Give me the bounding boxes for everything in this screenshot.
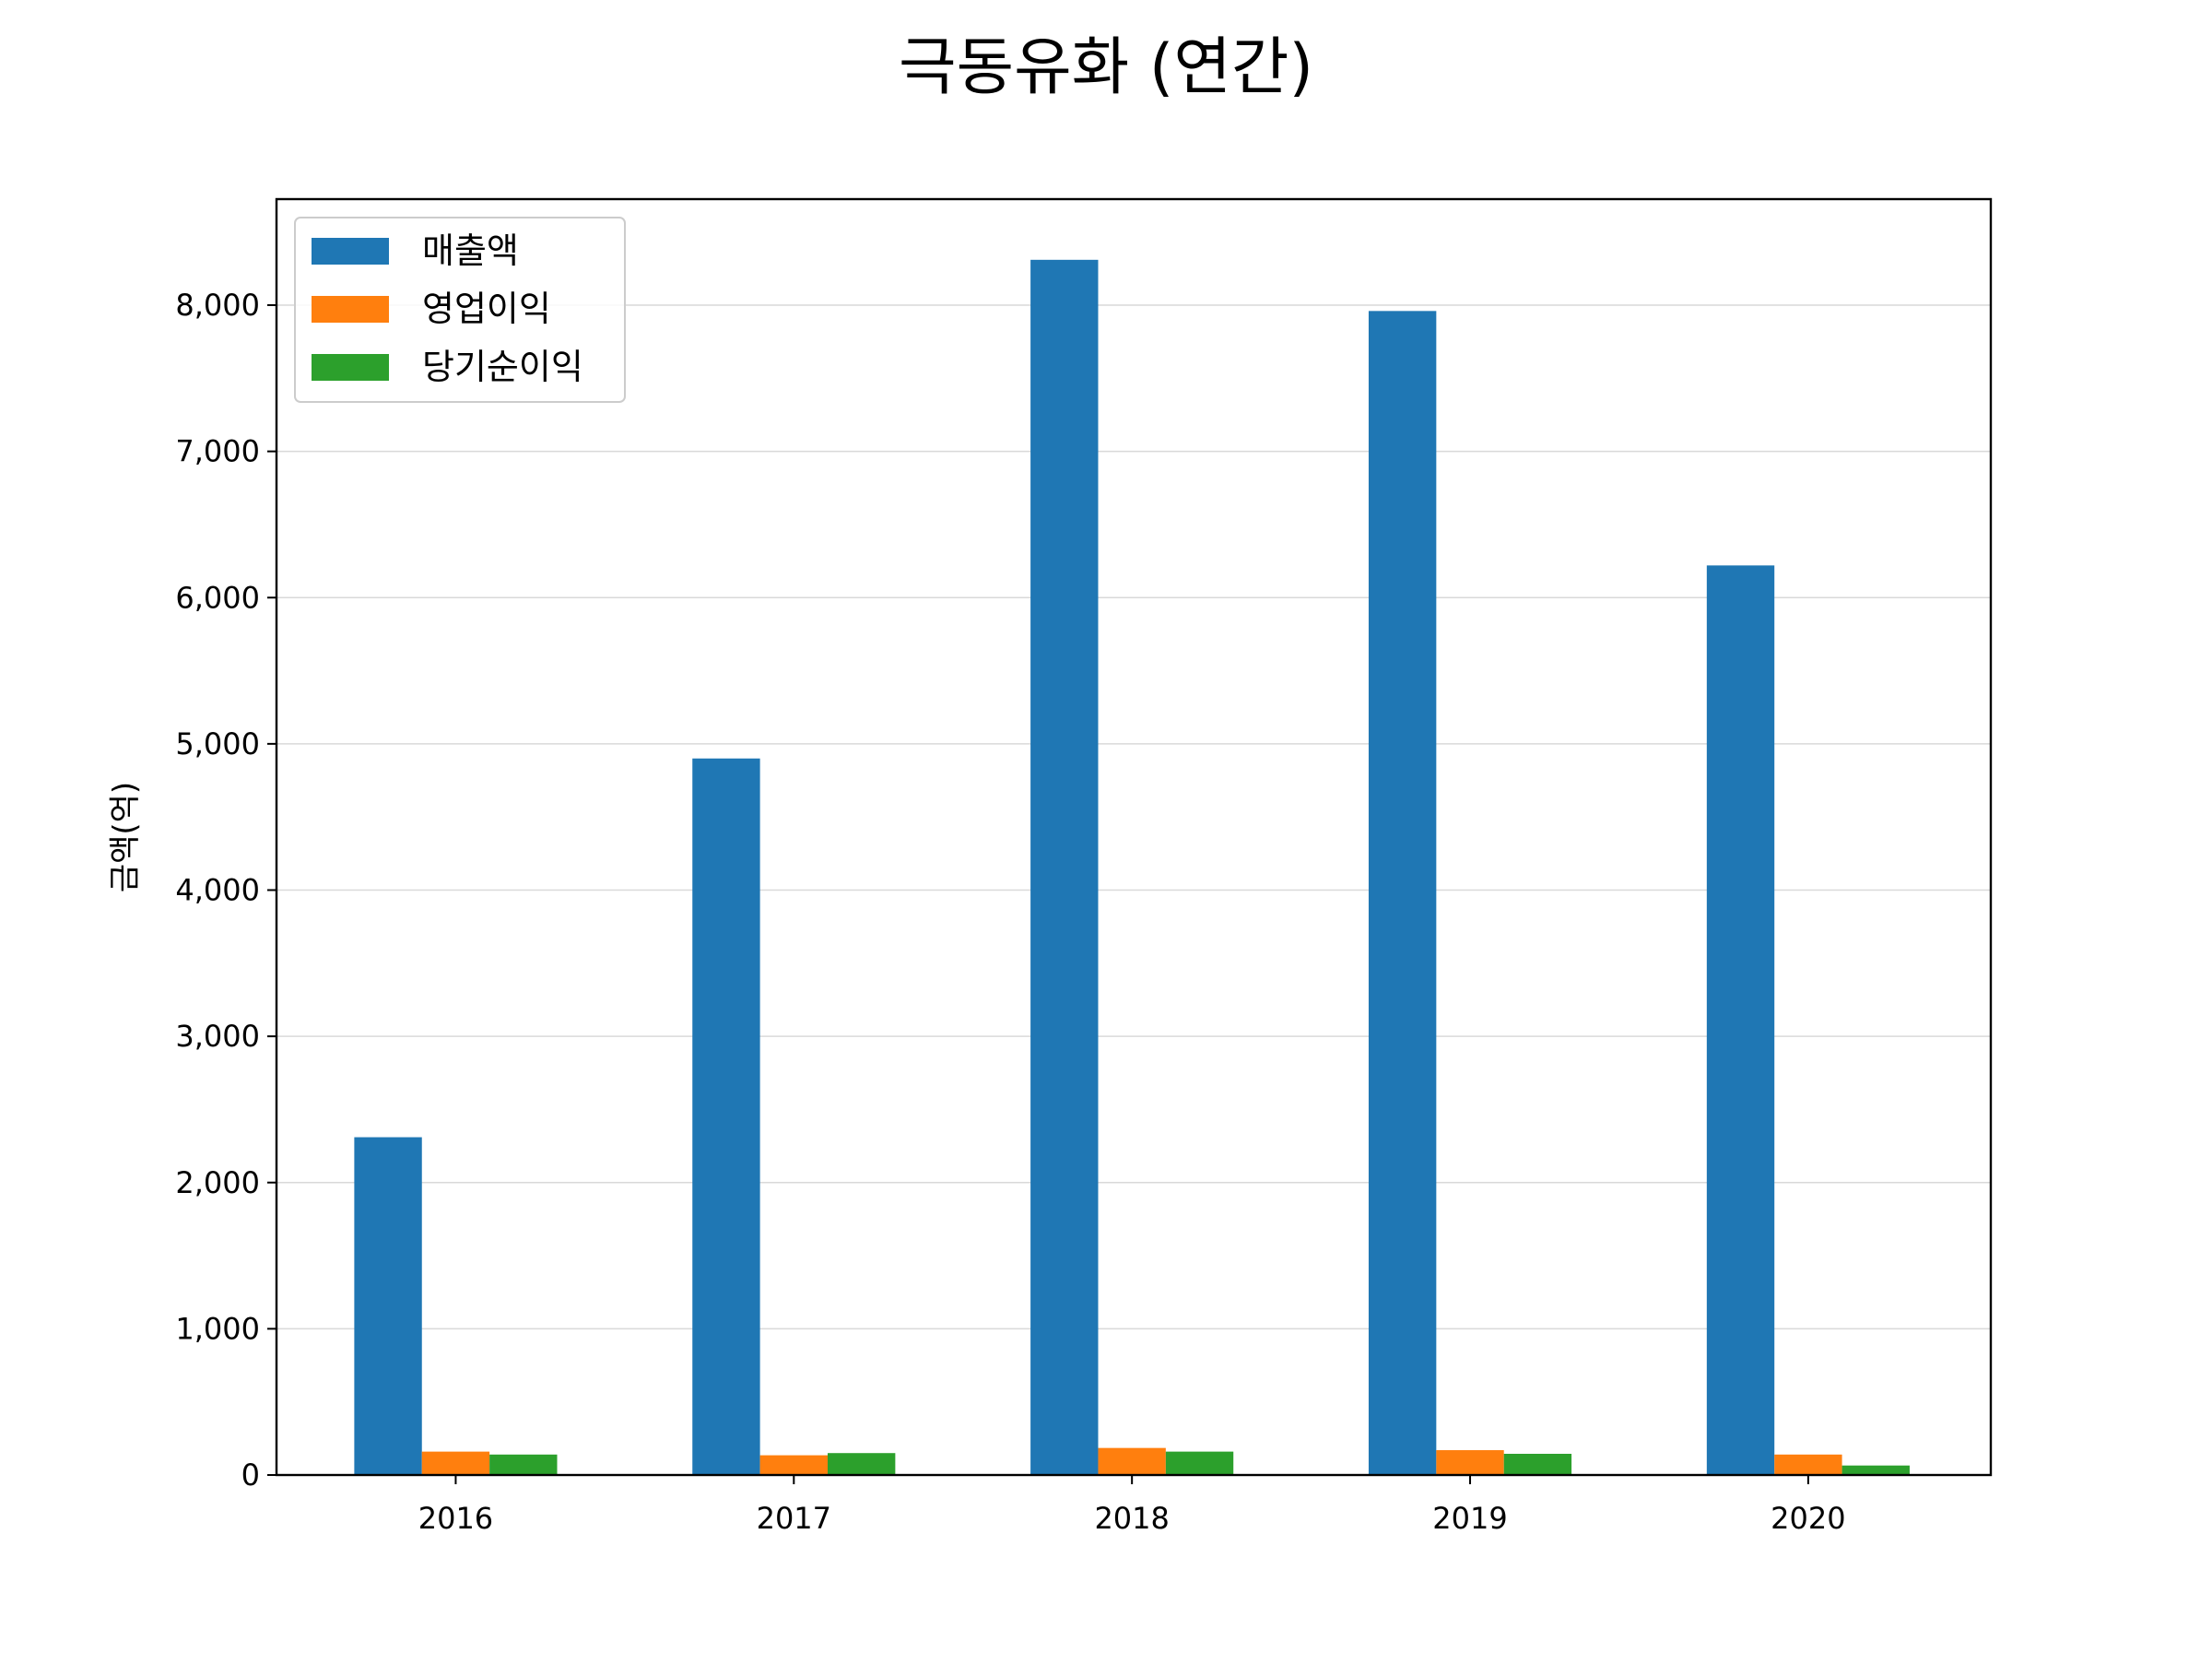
bar-2018-매출액 [1030,259,1099,1475]
y-tick-label: 2,000 [175,1165,260,1200]
bar-2020-영업이익 [1774,1454,1842,1475]
bar-2019-당기순이익 [1503,1453,1572,1475]
bar-2016-영업이익 [421,1451,490,1475]
legend-swatch [312,296,389,323]
bar-2017-매출액 [692,758,760,1475]
y-axis-label: 금액(억) [107,782,144,892]
x-tick-label: 2017 [757,1501,831,1536]
x-tick-label: 2019 [1432,1501,1507,1536]
bar-2018-영업이익 [1098,1447,1166,1475]
x-tick-label: 2018 [1094,1501,1169,1536]
y-axis: 0 1,000 2,000 3,000 4,000 5,000 6,000 7,000 8,00… [175,288,276,1493]
y-tick-label: 1,000 [175,1311,260,1346]
x-tick-label: 2016 [418,1501,493,1536]
legend-swatch [312,238,389,265]
plot-area [276,199,1991,1475]
bar-2020-당기순이익 [1841,1465,1910,1475]
y-tick-label: 0 [241,1457,260,1493]
bar-2020-매출액 [1706,565,1775,1475]
x-tick-label: 2020 [1771,1501,1845,1536]
bar-2018-당기순이익 [1165,1451,1234,1475]
grid-lines [276,304,1991,1476]
y-tick-label: 4,000 [175,873,260,908]
chart-title: 극동유화 (연간) [899,31,1313,104]
legend-label: 영업이익 [422,289,551,329]
plot-frame [275,197,1993,1477]
y-tick-label: 5,000 [175,726,260,761]
y-tick-label: 7,000 [175,434,260,469]
legend-label: 당기순이익 [422,347,583,387]
y-tick-label: 6,000 [175,580,260,615]
bar-2017-당기순이익 [827,1453,896,1475]
x-axis: 2016 2017 2018 2019 2020 [418,1475,1846,1536]
bar-2016-당기순이익 [489,1454,558,1475]
bar-2017-영업이익 [759,1455,828,1475]
y-tick-label: 8,000 [175,288,260,323]
y-tick-label: 3,000 [175,1019,260,1054]
bar-2019-매출액 [1368,311,1437,1475]
bar-2016-매출액 [354,1137,422,1475]
legend-label: 매출액 [422,230,519,271]
legend-swatch [312,354,389,381]
bar-2019-영업이익 [1436,1450,1504,1475]
bars-group [354,259,1910,1475]
